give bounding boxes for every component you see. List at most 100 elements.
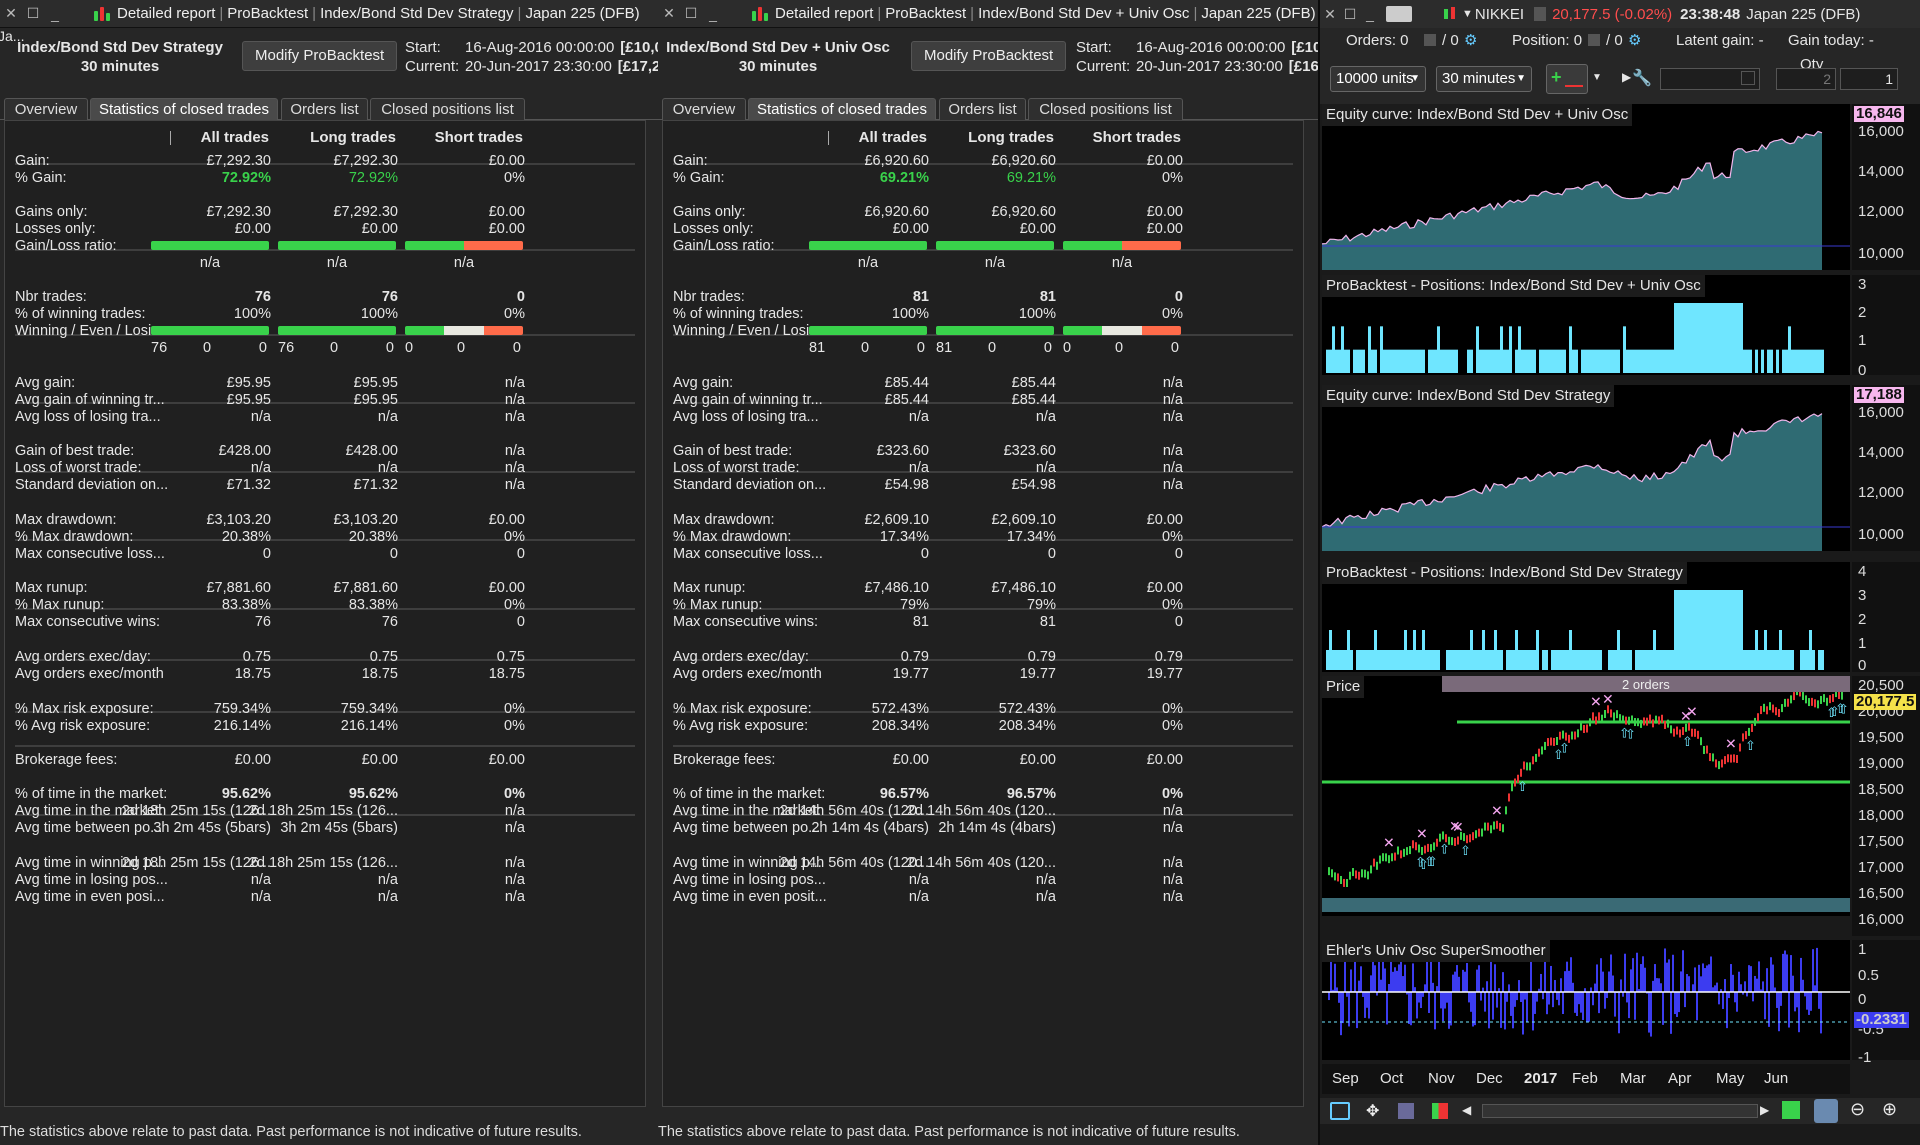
share-icon[interactable]: [1330, 1102, 1350, 1120]
position-bar: [1575, 349, 1578, 373]
stat-value: £71.32: [353, 477, 398, 493]
zoom-out-icon[interactable]: ⊖: [1850, 1099, 1866, 1119]
position-icon[interactable]: [1588, 34, 1600, 46]
units-select[interactable]: 10000 units ▼: [1330, 66, 1426, 92]
price-panel[interactable]: Price ✕✕⇧⇧⇧⇧⇧✕✕⇧✕⇧⇧⇧✕✕⇧⇧✕⇧✕✕⇧✕✕⇧⇧⇧⇧2 ord…: [1322, 676, 1850, 916]
stat-value: 2d 18h 25m 15s (126...: [248, 855, 398, 871]
positions-panel-1[interactable]: ProBacktest - Positions: Index/Bond Std …: [1322, 275, 1850, 375]
position-bar: [1581, 349, 1584, 373]
equity-curve-panel-1[interactable]: Equity curve: Index/Bond Std Dev + Univ …: [1322, 104, 1850, 270]
stat-value: £0.00: [1146, 580, 1183, 596]
indicator-dropdown-icon[interactable]: ▼: [1592, 72, 1602, 83]
scroll-left-icon[interactable]: ◀: [1462, 1103, 1472, 1117]
axis-tick-label: 0: [1858, 362, 1867, 379]
orders-icon[interactable]: [1424, 34, 1436, 46]
position-bar: [1443, 349, 1446, 373]
position-bar: [1680, 303, 1683, 373]
chart-titlebar: ✕ ☐ _ ▼ NIKKEI 20,177.5 (-0.02%) 23:38:4…: [1320, 0, 1920, 28]
tab-statistics-of-closed-trades[interactable]: Statistics of closed trades: [90, 98, 278, 120]
column-resize-handle[interactable]: [170, 131, 171, 145]
position-bar: [1560, 349, 1563, 373]
oscillator-bar: [1512, 992, 1514, 1029]
oscillator-bar: [1346, 992, 1348, 997]
tab-orders-list[interactable]: Orders list: [281, 98, 368, 120]
stat-label: Avg orders exec/day:: [673, 649, 809, 665]
position-bar: [1371, 349, 1374, 373]
column-resize-handle[interactable]: [828, 131, 829, 145]
oscillator-bar: [1658, 978, 1660, 992]
modify-probacktest-button[interactable]: Modify ProBacktest: [911, 41, 1067, 71]
info-icon[interactable]: [1534, 7, 1547, 21]
instrument-name[interactable]: NIKKEI: [1474, 5, 1525, 23]
stat-label: % Max runup:: [15, 597, 105, 613]
position-bar: [1494, 349, 1497, 373]
orders-gear-icon[interactable]: ⚙: [1464, 32, 1478, 49]
candle: [1349, 871, 1351, 880]
stat-value: 0%: [1162, 306, 1183, 322]
wrench-icon[interactable]: 🔧: [1632, 70, 1652, 87]
candle: [1793, 692, 1795, 701]
cursor-icon[interactable]: ✥: [1366, 1103, 1380, 1120]
stat-row: Brokerage fees: £0.00 £0.00 £0.00: [663, 750, 1303, 770]
oscillator-bar: [1400, 953, 1402, 992]
price-input[interactable]: [1660, 68, 1760, 90]
stat-value: 2d 14h 56m 40s (120...: [906, 855, 1056, 871]
timeframe-select[interactable]: 30 minutes ▼: [1436, 66, 1532, 92]
fit-icon[interactable]: [1782, 1101, 1800, 1119]
stat-value: n/a: [1162, 443, 1183, 459]
modify-probacktest-button[interactable]: Modify ProBacktest: [242, 41, 398, 71]
zoom-area-icon[interactable]: [1814, 1099, 1838, 1123]
maximize-icon[interactable]: ☐: [1343, 5, 1357, 22]
tab-statistics-of-closed-trades[interactable]: Statistics of closed trades: [748, 98, 936, 120]
count-even: 0: [1115, 340, 1124, 356]
position-bar: [1335, 349, 1338, 373]
keyboard-icon[interactable]: [1386, 6, 1412, 22]
qty-input-2[interactable]: 2: [1776, 68, 1836, 90]
stat-value: 81: [1039, 289, 1056, 305]
maximize-icon[interactable]: ☐: [26, 5, 40, 21]
candle: [1664, 720, 1666, 729]
qty-input[interactable]: 1: [1840, 68, 1898, 90]
oscillator-bar: [1772, 964, 1774, 992]
dropdown-icon[interactable]: ▼: [1462, 8, 1473, 20]
tab-orders-list[interactable]: Orders list: [939, 98, 1026, 120]
maximize-icon[interactable]: ☐: [684, 5, 698, 21]
stat-label: Avg time in the market:: [15, 803, 164, 819]
close-icon[interactable]: ✕: [663, 5, 675, 21]
tab-overview[interactable]: Overview: [662, 98, 746, 120]
oscillator-bar: [1368, 992, 1370, 1019]
stat-label: Losses only:: [673, 221, 754, 237]
position-bar: [1449, 349, 1452, 373]
tab-overview[interactable]: Overview: [4, 98, 88, 120]
position-bar: [1365, 650, 1368, 670]
oscillator-bar: [1448, 992, 1450, 1029]
position-gear-icon[interactable]: ⚙: [1628, 32, 1642, 49]
minimize-icon[interactable]: _: [1366, 6, 1374, 22]
stat-label: Avg orders exec/day:: [15, 649, 151, 665]
stat-value: 2d 18h 25m 15s (126...: [121, 855, 271, 871]
indicator-add-icon[interactable]: +: [1546, 64, 1588, 94]
candle: [1373, 858, 1375, 867]
position-bar: [1737, 590, 1740, 670]
oscillator-panel[interactable]: Ehler's Univ Osc SuperSmoother: [1322, 940, 1850, 1060]
stat-row: Avg time in the market: 2d 14h 56m 40s (1…: [663, 801, 1303, 821]
position-bar: [1506, 650, 1509, 670]
close-icon[interactable]: ✕: [1324, 5, 1336, 22]
close-icon[interactable]: ✕: [5, 5, 17, 21]
minimize-icon[interactable]: _: [51, 5, 59, 22]
position-bar: [1395, 650, 1398, 670]
tab-closed-positions-list[interactable]: Closed positions list: [370, 98, 525, 120]
layout-icon[interactable]: [1398, 1103, 1414, 1119]
arrow-right-icon[interactable]: ▶: [1622, 70, 1632, 84]
zoom-in-icon[interactable]: ⊕: [1882, 1099, 1898, 1119]
minimize-icon[interactable]: _: [709, 5, 717, 22]
position-bar: [1491, 349, 1494, 373]
stat-value: n/a: [1162, 392, 1183, 408]
positions-panel-2[interactable]: ProBacktest - Positions: Index/Bond Std …: [1322, 562, 1850, 672]
equity-curve-panel-2[interactable]: Equity curve: Index/Bond Std Dev Strateg…: [1322, 385, 1850, 551]
candle: [1748, 727, 1750, 736]
bars-icon[interactable]: [1432, 1103, 1448, 1119]
time-scrollbar[interactable]: [1482, 1104, 1758, 1118]
scroll-right-icon[interactable]: ▶: [1760, 1103, 1770, 1117]
tab-closed-positions-list[interactable]: Closed positions list: [1028, 98, 1183, 120]
